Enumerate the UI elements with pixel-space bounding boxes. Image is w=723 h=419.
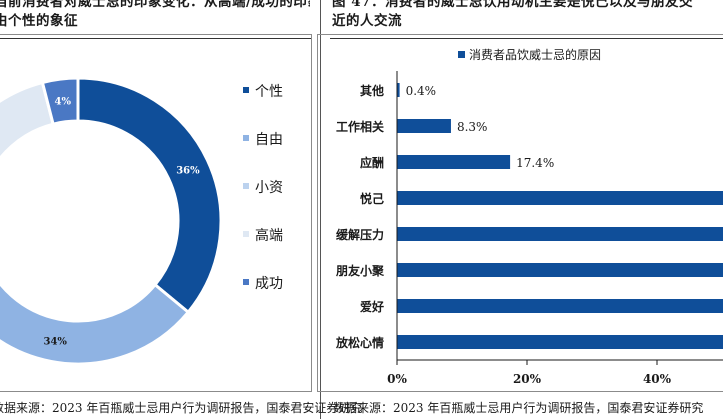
bar-category-label: 其他 (360, 83, 384, 98)
right-source-note: 数据来源：2023 年百瓶威士忌用户行为调研报告，国泰君安证券研究 (333, 401, 704, 415)
right-title-rule (330, 38, 723, 40)
donut-slice-1 (76, 76, 223, 315)
left-title-line-2: 由个性的象征 (0, 13, 78, 29)
bar-x-tick-label: 0% (387, 372, 407, 386)
bar-7 (397, 299, 723, 313)
bar-value-label: 17.4% (516, 156, 554, 170)
donut-legend-swatch (243, 135, 249, 141)
bar-3 (397, 155, 511, 169)
bar-category-label: 放松心情 (335, 335, 384, 350)
left-title-line-1: 当前消费者对威士忌的印象变化：从高端/成功的印象转变为自 (0, 0, 310, 10)
donut-legend-swatch (243, 183, 249, 189)
bar-8 (397, 335, 723, 349)
donut-legend-swatch (243, 279, 249, 285)
donut-legend-swatch (243, 231, 249, 237)
donut-legend-label: 成功 (255, 276, 283, 292)
donut-legend-label: 小资 (255, 180, 283, 196)
bar-category-label: 悦己 (360, 191, 384, 206)
bar-category-label: 应酬 (360, 155, 384, 170)
bar-legend-label: 消费者品饮威士忌的原因 (469, 47, 601, 62)
left-source-note: 数据来源：2023 年百瓶威士忌用户行为调研报告，国泰君安证券研究 (0, 401, 363, 415)
bar-category-label: 爱好 (360, 299, 384, 314)
bar-5 (397, 227, 723, 241)
donut-legend-swatch (243, 87, 249, 93)
bar-1 (397, 83, 400, 97)
bar-legend-swatch (458, 51, 465, 58)
left-title-rule (0, 38, 312, 40)
donut-slice-5 (40, 76, 80, 126)
bar-value-label: 0.4% (406, 84, 437, 98)
donut-slice-2 (0, 281, 191, 366)
donut-value-label: 34% (44, 336, 68, 347)
bar-2 (397, 119, 451, 133)
bar-category-label: 朋友小聚 (335, 263, 385, 278)
bar-4 (397, 191, 723, 205)
donut-value-label: 36% (176, 165, 200, 176)
donut-legend-label: 自由 (255, 132, 283, 148)
bar-6 (397, 263, 723, 277)
donut-legend-label: 个性 (255, 84, 283, 100)
left-figure-title: 当前消费者对威士忌的印象变化：从高端/成功的印象转变为自 由个性的象征 (0, 0, 310, 31)
right-chart-frame (317, 34, 723, 392)
column-divider (320, 0, 321, 419)
donut-value-label: 4% (55, 96, 72, 107)
bar-x-tick-label: 40% (643, 372, 672, 386)
donut-legend-label: 高端 (255, 227, 283, 244)
bar-category-label: 缓解压力 (336, 227, 384, 242)
left-chart-frame (0, 34, 312, 392)
right-title-line-1: 图 47：消费者的威士忌饮用动机主要是悦己以及与朋友交 (332, 0, 693, 10)
right-figure-title: 图 47：消费者的威士忌饮用动机主要是悦己以及与朋友交 近的人交流 (332, 0, 723, 31)
bar-category-label: 工作相关 (336, 119, 384, 134)
right-title-line-2: 近的人交流 (332, 13, 402, 29)
bar-x-tick-label: 20% (513, 372, 542, 386)
bar-value-label: 8.3% (457, 120, 488, 134)
